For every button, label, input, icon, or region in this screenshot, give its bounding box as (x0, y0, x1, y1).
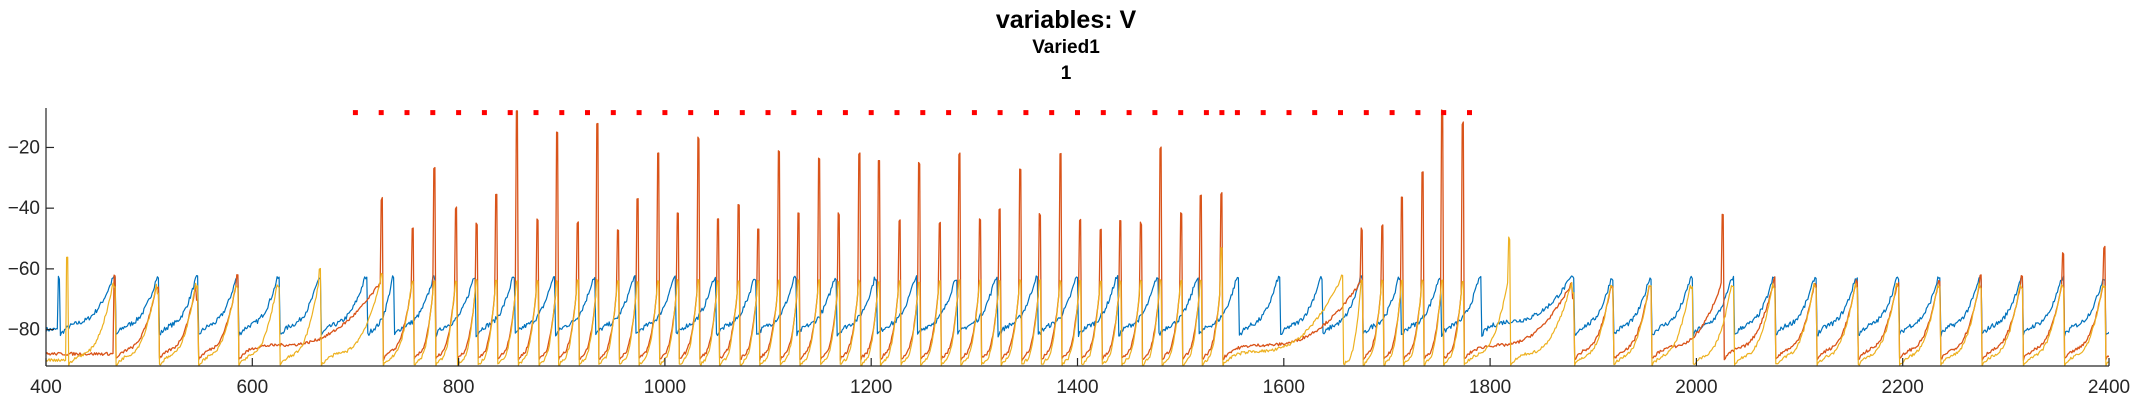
spike-marker (1203, 110, 1209, 116)
spike-marker (894, 110, 900, 116)
x-tick-label: 2400 (2088, 377, 2130, 398)
spike-marker (481, 110, 487, 116)
x-tick-label: 600 (236, 377, 268, 398)
spike-marker (842, 110, 848, 116)
spike-marker (507, 110, 513, 116)
spike-marker-layer (352, 110, 1472, 116)
spike-marker (765, 110, 771, 116)
chart-title: variables: V (996, 6, 1137, 34)
spike-marker (1363, 110, 1369, 116)
plot-area (46, 109, 2109, 366)
spike-marker (430, 110, 436, 116)
spike-marker (739, 110, 745, 116)
spike-marker (1219, 110, 1225, 116)
spike-marker (559, 110, 565, 116)
spike-marker (533, 110, 539, 116)
spike-marker (1467, 110, 1472, 116)
y-tick-label: −40 (8, 198, 40, 219)
spike-marker (1023, 110, 1029, 116)
series-line-2 (46, 109, 2109, 362)
spike-marker (997, 110, 1003, 116)
x-tick-label: 400 (30, 377, 62, 398)
spike-marker (585, 110, 590, 116)
spike-marker (1286, 110, 1292, 116)
spike-marker (817, 110, 823, 116)
spike-marker (1389, 110, 1395, 116)
spike-marker (610, 110, 616, 116)
y-ticks: −20 −40 −60 −80 (8, 137, 54, 341)
spike-marker (1152, 110, 1158, 116)
x-ticks: 400 600 800 1000 1200 1400 1600 1800 2000 2200 240… (30, 358, 2130, 398)
x-tick-label: 1200 (850, 377, 892, 398)
x-tick-label: 2200 (1882, 377, 1924, 398)
spike-marker (1338, 110, 1343, 116)
spike-marker (352, 110, 358, 116)
spike-marker (1312, 110, 1318, 116)
x-tick-label: 1600 (1263, 377, 1305, 398)
axes: 400 600 800 1000 1200 1400 1600 1800 2000 2200 240… (8, 108, 2130, 398)
x-tick-label: 1400 (1056, 377, 1098, 398)
spike-marker (946, 110, 952, 116)
spike-marker (1234, 110, 1240, 116)
spike-marker (378, 110, 384, 116)
x-tick-label: 800 (443, 377, 475, 398)
series-line-3 (46, 236, 2109, 366)
spike-marker (404, 110, 410, 116)
spike-marker (636, 110, 642, 116)
spike-marker (920, 110, 926, 116)
spike-marker (688, 110, 694, 116)
spike-marker (971, 110, 977, 116)
y-tick-label: −20 (8, 137, 40, 158)
spike-marker (662, 110, 668, 116)
spike-marker (1126, 110, 1132, 116)
series-layer (46, 109, 2109, 366)
chart-subtitle: Varied1 (1032, 37, 1100, 58)
series-line-1 (46, 275, 2109, 338)
x-tick-label: 1800 (1469, 377, 1511, 398)
spike-marker (1260, 110, 1266, 116)
spike-marker (1178, 110, 1184, 116)
spike-marker (868, 110, 874, 116)
spike-marker (791, 110, 797, 116)
y-tick-label: −80 (8, 320, 40, 341)
chart-subtitle-2: 1 (1061, 63, 1072, 84)
spike-marker (456, 110, 462, 116)
x-tick-label: 1000 (644, 377, 686, 398)
spike-marker (1100, 110, 1106, 116)
spike-marker (714, 110, 719, 116)
x-tick-label: 2000 (1675, 377, 1717, 398)
spike-marker (1415, 110, 1421, 116)
spike-marker (1075, 110, 1080, 116)
spike-marker (1049, 110, 1055, 116)
y-tick-label: −60 (8, 259, 40, 280)
spike-marker (1441, 110, 1447, 116)
